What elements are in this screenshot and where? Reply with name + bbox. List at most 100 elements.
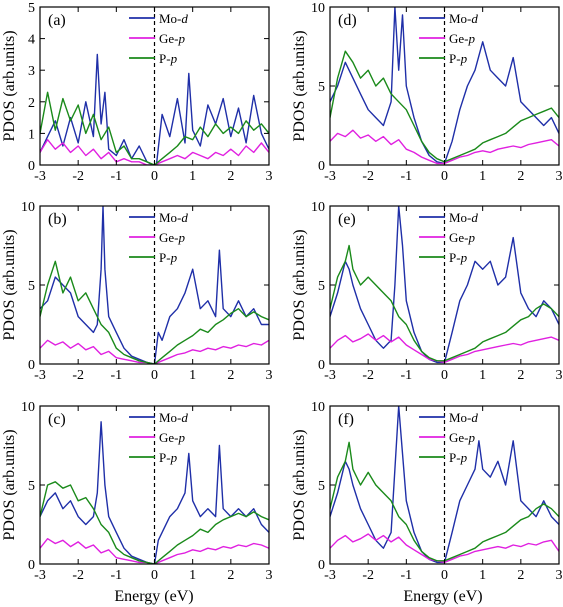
x-tick-label-a: 0 (151, 169, 158, 184)
x-tick-label-c: 1 (189, 568, 196, 583)
legend-label-ge-p: Ge-p (159, 230, 186, 245)
y-tick-label-e: 10 (311, 200, 325, 215)
series-line-p-p-f (330, 441, 559, 562)
x-tick-label-b: 0 (151, 368, 158, 383)
y-tick-label-c: 5 (28, 479, 35, 494)
x-tick-label-c: -2 (72, 568, 84, 583)
x-tick-label-d: 1 (479, 169, 486, 184)
x-tick-label-c: -1 (110, 568, 122, 583)
x-tick-label-d: -2 (362, 169, 374, 184)
y-tick-label-d: 10 (311, 1, 325, 16)
y-axis-title-d: PDOS (arb.units) (291, 30, 308, 141)
panel-label-f: (f) (338, 411, 354, 428)
x-tick-label-a: 3 (266, 169, 273, 184)
x-tick-label-e: 1 (479, 368, 486, 383)
series-line-mo-d-a (40, 53, 269, 165)
x-axis-title-right: Energy (eV) (403, 588, 482, 605)
x-tick-label-e: 2 (517, 368, 524, 383)
series-line-ge-p-c (40, 538, 269, 564)
x-tick-label-a: -1 (110, 169, 122, 184)
y-axis-title-e: PDOS (arb.units) (291, 229, 308, 340)
legend-label-ge-p: Ge-p (159, 31, 186, 46)
y-tick-label-a: 3 (28, 64, 35, 79)
panel-label-e: (e) (338, 211, 356, 228)
x-tick-label-d: -3 (324, 169, 336, 184)
series-line-mo-d-e (330, 206, 559, 364)
y-tick-label-b: 5 (28, 279, 35, 294)
x-tick-label-a: -3 (34, 169, 46, 184)
series-line-p-p-a (40, 91, 269, 165)
x-tick-label-d: 3 (556, 169, 563, 184)
x-tick-label-f: 0 (441, 568, 448, 583)
y-tick-label-e: 0 (318, 358, 325, 373)
x-tick-label-c: 2 (227, 568, 234, 583)
y-axis-title-b: PDOS (arb.units) (1, 229, 18, 340)
x-tick-label-a: 2 (227, 169, 234, 184)
y-axis-title-a: PDOS (arb.units) (1, 30, 18, 141)
y-tick-label-f: 5 (318, 479, 325, 494)
y-tick-label-d: 0 (318, 159, 325, 174)
y-axis-title-c: PDOS (arb.units) (1, 429, 18, 540)
x-axis-title-left: Energy (eV) (114, 588, 193, 605)
series-line-mo-d-c (40, 421, 269, 564)
x-tick-label-d: 2 (517, 169, 524, 184)
x-tick-label-f: 2 (517, 568, 524, 583)
x-tick-label-f: 1 (479, 568, 486, 583)
x-tick-label-f: -1 (400, 568, 412, 583)
x-tick-label-c: 0 (151, 568, 158, 583)
legend-label-p-p: P-p (449, 51, 468, 66)
y-tick-label-d: 5 (318, 80, 325, 95)
x-tick-label-f: -3 (324, 568, 336, 583)
y-tick-label-f: 10 (311, 400, 325, 415)
x-tick-label-f: 3 (556, 568, 563, 583)
x-tick-label-b: -3 (34, 368, 46, 383)
series-line-p-p-e (330, 244, 559, 362)
series-line-ge-p-b (40, 339, 269, 364)
legend-label-p-p: P-p (159, 450, 178, 465)
y-tick-label-c: 0 (28, 558, 35, 573)
y-tick-label-a: 2 (28, 96, 35, 111)
y-tick-label-a: 4 (28, 33, 35, 48)
series-line-p-p-c (40, 481, 269, 564)
legend-label-ge-p: Ge-p (159, 430, 186, 445)
x-tick-label-e: -3 (324, 368, 336, 383)
legend-label-mo-d: Mo-d (449, 11, 478, 26)
series-line-mo-d-f (330, 406, 559, 564)
series-line-ge-p-a (40, 138, 269, 165)
y-tick-label-c: 10 (21, 400, 35, 415)
panel-label-b: (b) (48, 211, 67, 228)
y-tick-label-a: 1 (28, 127, 35, 142)
y-tick-label-f: 0 (318, 558, 325, 573)
y-tick-label-e: 5 (318, 279, 325, 294)
x-tick-label-e: 0 (441, 368, 448, 383)
y-axis-title-f: PDOS (arb.units) (291, 429, 308, 540)
y-tick-label-a: 5 (28, 1, 35, 16)
x-tick-label-e: -1 (400, 368, 412, 383)
series-line-p-p-b (40, 260, 269, 364)
legend-label-p-p: P-p (449, 450, 468, 465)
legend-label-mo-d: Mo-d (159, 410, 188, 425)
legend-label-p-p: P-p (159, 250, 178, 265)
x-tick-label-a: -2 (72, 169, 84, 184)
legend-label-mo-d: Mo-d (449, 210, 478, 225)
y-tick-label-b: 0 (28, 358, 35, 373)
x-tick-label-b: -2 (72, 368, 84, 383)
panel-label-d: (d) (338, 12, 357, 29)
panel-label-a: (a) (48, 12, 66, 29)
x-tick-label-c: -3 (34, 568, 46, 583)
x-tick-label-b: 2 (227, 368, 234, 383)
x-tick-label-b: 1 (189, 368, 196, 383)
legend-label-ge-p: Ge-p (449, 230, 476, 245)
legend-label-ge-p: Ge-p (449, 31, 476, 46)
series-line-mo-d-d (330, 7, 559, 165)
y-tick-label-a: 0 (28, 159, 35, 174)
legend-label-p-p: P-p (449, 250, 468, 265)
panel-a: -3 -2 -1 0 1 2 3 0 1 2 3 4 5 PDOS (arb.units) (a) Mo-d G… (1, 1, 273, 184)
x-tick-label-f: -2 (362, 568, 374, 583)
